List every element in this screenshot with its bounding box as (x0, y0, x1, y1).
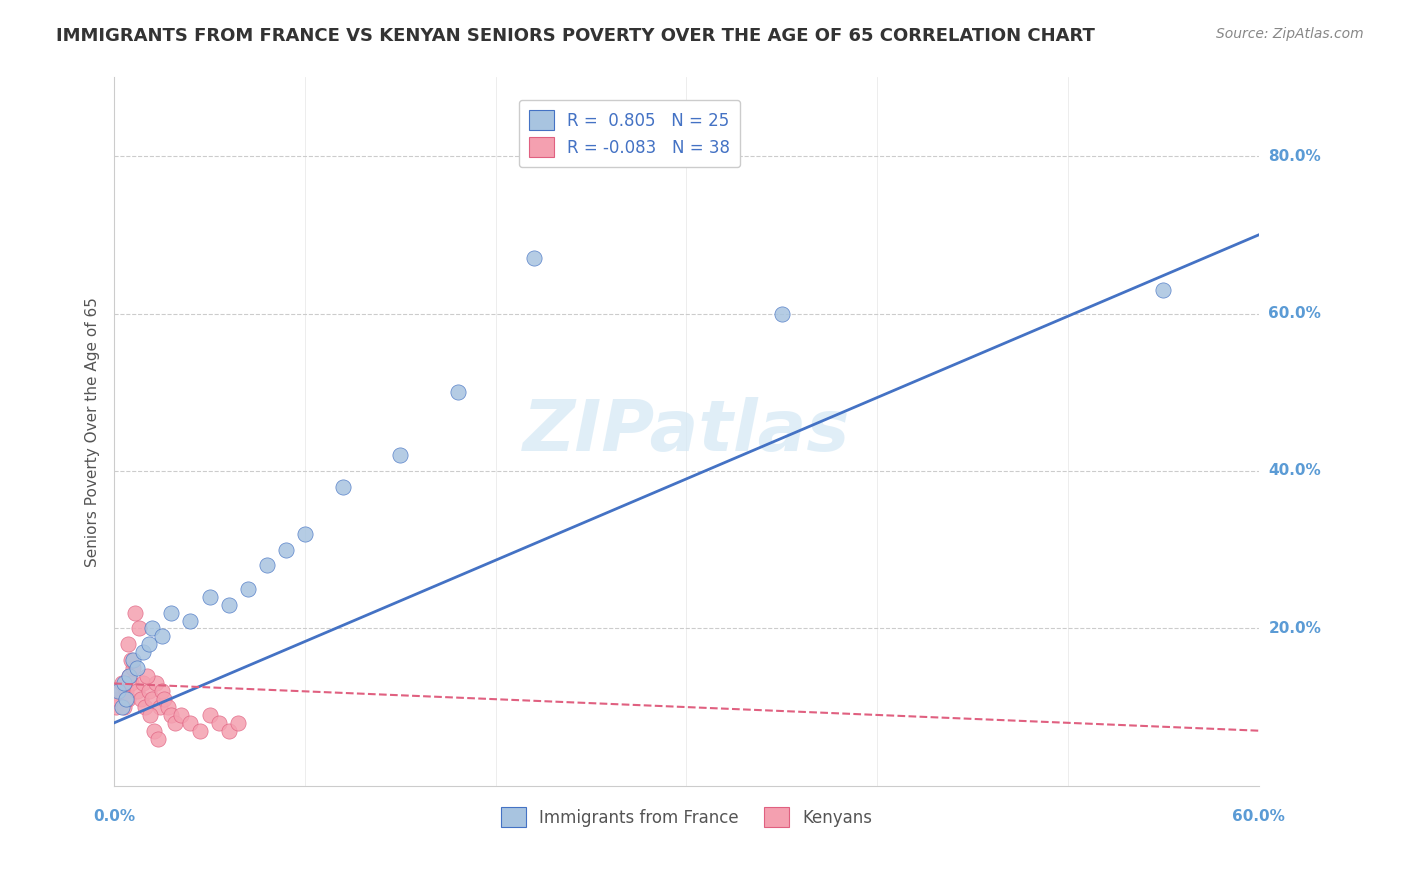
Point (141, 692, 163, 706)
Point (132, 676, 155, 690)
Point (117, 637, 139, 651)
Point (156, 700, 179, 714)
Text: 60.0%: 60.0% (1268, 306, 1322, 321)
Point (108, 684, 131, 698)
Point (118, 668, 141, 682)
Point (160, 708, 183, 723)
Point (523, 252, 546, 266)
Point (1152, 283, 1174, 297)
Point (114, 684, 136, 698)
Y-axis label: Seniors Poverty Over the Age of 65: Seniors Poverty Over the Age of 65 (86, 297, 100, 566)
Point (179, 715, 201, 730)
Text: 80.0%: 80.0% (1268, 149, 1322, 163)
Point (170, 708, 193, 723)
Point (107, 692, 129, 706)
Point (105, 700, 128, 714)
Point (236, 582, 259, 596)
Point (446, 385, 468, 400)
Text: IMMIGRANTS FROM FRANCE VS KENYAN SENIORS POVERTY OVER THE AGE OF 65 CORRELATION : IMMIGRANTS FROM FRANCE VS KENYAN SENIORS… (56, 27, 1095, 45)
Point (118, 668, 141, 682)
Text: 40.0%: 40.0% (1268, 464, 1322, 478)
Point (120, 653, 142, 667)
Point (389, 448, 412, 462)
Point (129, 692, 152, 706)
Text: 20.0%: 20.0% (1268, 621, 1322, 636)
Point (198, 708, 221, 723)
Point (198, 590, 221, 604)
Point (117, 692, 139, 706)
Point (132, 645, 155, 659)
Point (122, 653, 145, 667)
Point (149, 700, 172, 714)
Point (152, 692, 174, 706)
Text: Source: ZipAtlas.com: Source: ZipAtlas.com (1216, 27, 1364, 41)
Point (139, 708, 162, 723)
Point (138, 684, 160, 698)
Point (112, 700, 135, 714)
Text: 0.0%: 0.0% (93, 809, 135, 824)
Point (160, 606, 183, 620)
Point (135, 668, 157, 682)
Point (218, 598, 240, 612)
Point (111, 676, 134, 690)
Point (208, 715, 231, 730)
Point (124, 606, 146, 620)
Point (128, 621, 150, 635)
Legend: Immigrants from France, Kenyans: Immigrants from France, Kenyans (494, 800, 879, 834)
Point (332, 480, 354, 494)
Point (111, 700, 134, 714)
Point (145, 676, 167, 690)
Point (125, 661, 148, 675)
Point (146, 731, 169, 746)
Point (188, 723, 211, 738)
Point (218, 723, 240, 738)
Point (114, 692, 136, 706)
Point (141, 621, 163, 635)
Text: 60.0%: 60.0% (1232, 809, 1285, 824)
Point (226, 715, 249, 730)
Point (770, 307, 793, 321)
Point (274, 542, 297, 557)
Point (294, 527, 316, 541)
Point (165, 715, 187, 730)
Point (143, 723, 166, 738)
Text: ZIPatlas: ZIPatlas (523, 397, 851, 467)
Point (138, 637, 160, 651)
Point (150, 629, 173, 643)
Point (179, 614, 201, 628)
Point (112, 676, 135, 690)
Point (122, 661, 145, 675)
Point (134, 700, 156, 714)
Point (120, 676, 142, 690)
Point (125, 684, 148, 698)
Point (256, 558, 278, 573)
Point (150, 684, 173, 698)
Point (107, 684, 129, 698)
